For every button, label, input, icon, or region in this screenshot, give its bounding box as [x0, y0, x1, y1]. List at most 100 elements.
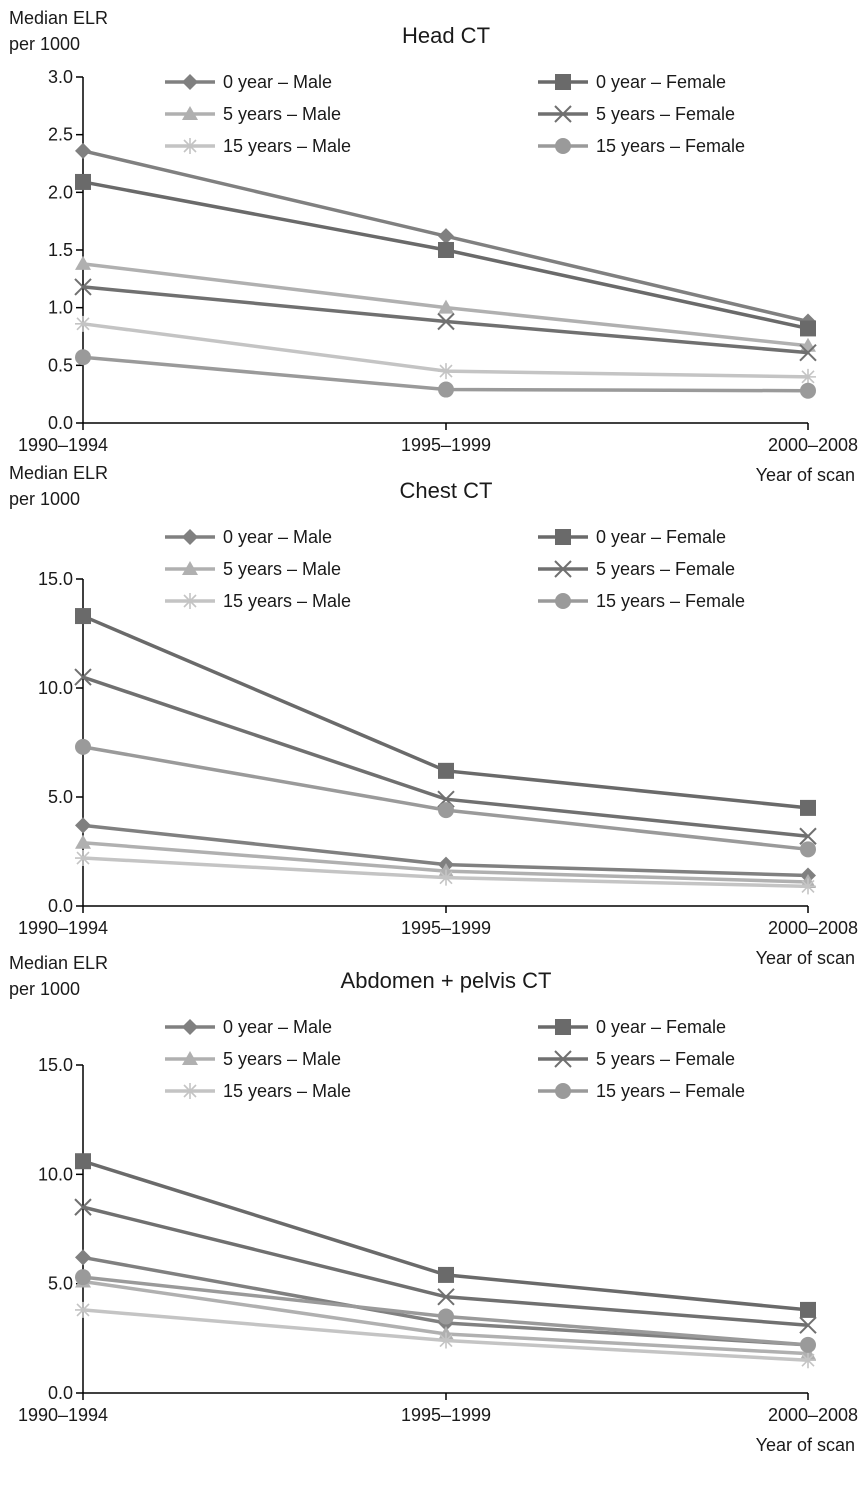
data-point-diamond — [75, 142, 91, 159]
data-point-circle — [75, 1269, 91, 1286]
x-tick-label: 1995–1999 — [401, 918, 491, 938]
legend-label: 5 years – Male — [223, 559, 341, 579]
x-tick-label: 1990–1994 — [18, 918, 108, 938]
y-tick-label: 0.0 — [48, 413, 73, 433]
legend-marker-square — [555, 1019, 571, 1035]
x-axis-title: Year of scan — [756, 465, 855, 485]
legend-marker-diamond — [182, 529, 198, 545]
legend-item-5-years-female: 5 years – Female — [538, 559, 735, 579]
data-point-x — [74, 668, 92, 686]
legend-marker-triangle — [182, 1051, 198, 1065]
series-15-years-male — [75, 315, 816, 385]
legend-item-5-years-female: 5 years – Female — [538, 1049, 735, 1069]
y-tick-label: 1.5 — [48, 240, 73, 260]
y-axis-label-line2: per 1000 — [9, 489, 80, 509]
data-point-x — [799, 343, 817, 362]
data-point-square — [75, 608, 91, 625]
legend-label: 0 year – Male — [223, 1017, 332, 1037]
legend-item-5-years-male: 5 years – Male — [165, 1049, 341, 1069]
legend: 0 year – Male 0 year – Female 5 years – Ma… — [165, 1017, 745, 1101]
legend-item-15-years-male: 15 years – Male — [165, 1081, 351, 1101]
series-0-year-female — [75, 173, 816, 337]
series-0-year-female — [75, 1153, 816, 1318]
y-tick-label: 15.0 — [38, 1055, 73, 1075]
legend-marker-triangle — [182, 106, 198, 120]
legend-marker-x — [554, 105, 572, 123]
data-point-star — [75, 1301, 91, 1318]
legend-label: 15 years – Female — [596, 1081, 745, 1101]
legend-item-5-years-male: 5 years – Male — [165, 559, 341, 579]
y-tick-label: 0.0 — [48, 1383, 73, 1403]
series-5-years-female — [74, 668, 817, 845]
legend-item-15-years-male: 15 years – Male — [165, 136, 351, 156]
series-15-years-male — [75, 1301, 816, 1369]
legend-item-0-year-female: 0 year – Female — [538, 1017, 726, 1037]
data-point-x — [74, 1198, 92, 1216]
chart-chest-ct: Median ELR per 1000 Chest CT 0.0 5.0 10.0 15.0… — [9, 463, 858, 968]
series-line — [82, 1205, 809, 1327]
legend-label: 5 years – Female — [596, 559, 735, 579]
y-tick-label: 0.5 — [48, 355, 73, 375]
data-point-star — [438, 869, 454, 886]
legend-item-0-year-male: 0 year – Male — [165, 1017, 332, 1037]
legend-marker-square — [555, 74, 571, 90]
y-axis-label-line2: per 1000 — [9, 34, 80, 54]
y-tick-label: 10.0 — [38, 1164, 73, 1184]
y-tick-label: 3.0 — [48, 67, 73, 87]
data-point-square — [438, 242, 454, 258]
data-point-x — [74, 278, 92, 296]
data-point-x — [437, 1288, 455, 1306]
legend-label: 5 years – Male — [223, 1049, 341, 1069]
legend-item-0-year-female: 0 year – Female — [538, 527, 726, 547]
legend-label: 15 years – Male — [223, 591, 351, 611]
legend-label: 15 years – Female — [596, 591, 745, 611]
series-15-years-female — [75, 1269, 816, 1353]
y-tick-label: 2.5 — [48, 125, 73, 145]
y-tick-label: 0.0 — [48, 896, 73, 916]
data-point-circle — [800, 382, 816, 399]
legend-label: 15 years – Male — [223, 1081, 351, 1101]
x-tick-label: 2000–2008 — [768, 1405, 858, 1425]
legend-label: 0 year – Female — [596, 72, 726, 92]
legend-marker-diamond — [182, 1019, 198, 1035]
y-tick-label: 5.0 — [48, 1274, 73, 1294]
y-axis-label-line1: Median ELR — [9, 953, 108, 973]
chart-abdomen-pelvis-ct: Median ELR per 1000 Abdomen + pelvis CT 0.0… — [9, 953, 858, 1455]
data-point-star — [800, 878, 816, 895]
data-point-star — [800, 1352, 816, 1369]
data-point-triangle — [438, 299, 454, 314]
data-point-triangle — [75, 255, 91, 270]
legend: 0 year – Male 0 year – Female 5 years – Ma… — [165, 527, 745, 611]
legend-label: 15 years – Male — [223, 136, 351, 156]
data-point-square — [438, 762, 454, 779]
legend-item-15-years-female: 15 years – Female — [538, 136, 745, 156]
data-point-star — [75, 315, 91, 332]
data-point-square — [75, 1153, 91, 1170]
data-point-square — [438, 1266, 454, 1283]
legend-label: 0 year – Male — [223, 527, 332, 547]
legend-marker-circle — [555, 1083, 571, 1099]
y-tick-label: 1.0 — [48, 298, 73, 318]
data-point-star — [438, 1332, 454, 1349]
data-point-diamond — [75, 1249, 91, 1266]
legend-marker-circle — [555, 593, 571, 609]
legend-item-5-years-female: 5 years – Female — [538, 104, 735, 124]
legend-marker-star — [182, 593, 198, 609]
series-5-years-female — [74, 278, 817, 362]
x-tick-label: 2000–2008 — [768, 918, 858, 938]
series-15-years-female — [75, 738, 816, 858]
legend-marker-triangle — [182, 561, 198, 575]
legend-label: 5 years – Male — [223, 104, 341, 124]
legend-label: 0 year – Female — [596, 1017, 726, 1037]
chart-title: Chest CT — [400, 478, 493, 503]
series-15-years-female — [75, 349, 816, 399]
data-point-circle — [75, 349, 91, 366]
data-point-square — [800, 1301, 816, 1318]
y-tick-label: 2.0 — [48, 182, 73, 202]
legend-label: 0 year – Female — [596, 527, 726, 547]
x-tick-label: 2000–2008 — [768, 435, 858, 455]
legend-item-15-years-female: 15 years – Female — [538, 1081, 745, 1101]
series-0-year-female — [75, 608, 816, 816]
